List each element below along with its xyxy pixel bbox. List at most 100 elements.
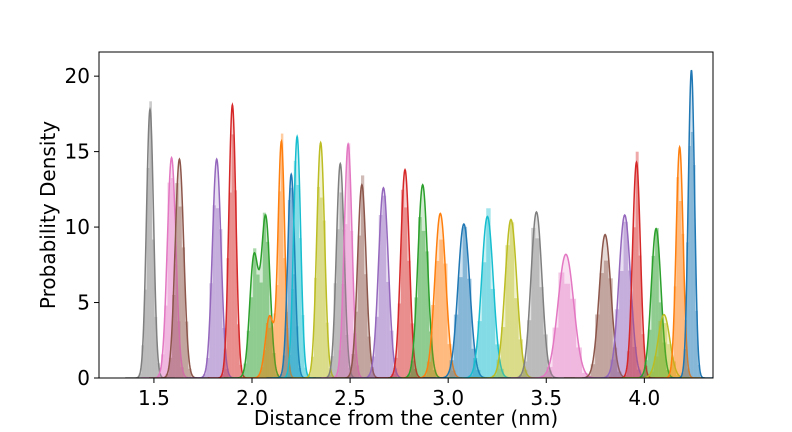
- histogram-bar: [629, 299, 633, 378]
- histogram-bar: [258, 373, 261, 378]
- kde-fill: [510, 254, 621, 378]
- histogram-bar: [308, 373, 312, 378]
- histogram-bar: [202, 374, 207, 378]
- histogram-bar: [695, 310, 698, 378]
- histogram-bar: [313, 277, 317, 378]
- histogram-bar: [439, 239, 444, 378]
- histogram-bar: [543, 334, 548, 378]
- x-tick-label: 3.0: [432, 386, 464, 410]
- histogram-bar: [617, 371, 622, 378]
- x-tick-label: 2.0: [236, 386, 268, 410]
- kde-fill: [293, 142, 349, 378]
- histogram-bar: [299, 238, 302, 378]
- x-tick-label: 2.5: [334, 386, 366, 410]
- histogram-bar: [500, 327, 506, 378]
- histogram-bar: [333, 283, 337, 378]
- kde-curve: [469, 218, 553, 378]
- kde-fill: [422, 224, 506, 378]
- kde-fill: [320, 144, 376, 378]
- histogram-bar: [492, 375, 497, 378]
- y-tick-label: 0: [77, 366, 90, 390]
- histogram-bar: [570, 298, 577, 378]
- histogram-bar: [272, 353, 276, 378]
- histogram-bar: [518, 374, 523, 378]
- kde-curve: [401, 212, 479, 378]
- histogram-bar: [236, 324, 240, 378]
- histogram-bar: [260, 367, 264, 378]
- histogram-bar: [451, 370, 456, 378]
- histogram-bar: [406, 374, 411, 378]
- histogram-bar: [453, 314, 459, 378]
- histogram-bar: [458, 277, 463, 378]
- histogram-bar: [164, 305, 168, 378]
- histogram-bar: [477, 321, 482, 378]
- y-tick-label: 5: [77, 291, 90, 315]
- histogram-bar: [697, 364, 701, 378]
- histogram-bar: [345, 334, 349, 378]
- histogram-bar: [231, 134, 235, 378]
- histogram-bar: [421, 230, 426, 378]
- histogram-bar: [221, 373, 224, 378]
- histogram-bar: [266, 241, 270, 378]
- histogram-bar: [389, 330, 394, 378]
- histogram-bar: [595, 314, 600, 378]
- histogram-bar: [426, 361, 431, 378]
- histogram-bar: [619, 270, 624, 378]
- histogram-bar: [681, 233, 685, 378]
- histogram-bar: [347, 143, 351, 378]
- histogram-bar: [188, 368, 192, 378]
- histogram-bar: [285, 328, 289, 378]
- histogram-bar: [350, 230, 354, 378]
- histogram-bar: [505, 245, 510, 378]
- x-tick-label: 1.5: [138, 386, 170, 410]
- histogram-bar: [253, 248, 257, 378]
- histogram-bar: [287, 199, 291, 378]
- histogram-bar: [370, 367, 374, 378]
- kde-curve: [446, 215, 529, 378]
- histogram-bar: [688, 146, 691, 378]
- histogram-bar: [316, 186, 320, 378]
- histogram-bar: [686, 368, 690, 378]
- histogram-bar: [475, 369, 481, 378]
- kde-fill: [125, 109, 175, 378]
- histogram-bar: [535, 238, 540, 378]
- histogram-bar: [348, 374, 352, 378]
- kde-fill: [563, 234, 647, 378]
- histogram-bar: [467, 278, 472, 378]
- histogram-bar: [397, 303, 401, 378]
- kde-fill: [622, 314, 706, 378]
- histogram-series: [681, 131, 701, 378]
- histogram-series: [449, 226, 481, 378]
- kde-fill: [498, 211, 575, 378]
- kde-fill: [349, 187, 418, 378]
- histogram-bar: [319, 197, 323, 378]
- plot-area: [125, 69, 713, 378]
- histogram-bar: [462, 226, 468, 378]
- histogram-bar: [311, 356, 314, 378]
- histogram-bar: [614, 309, 620, 378]
- histogram-bar: [185, 321, 189, 378]
- kde-fill: [141, 157, 202, 378]
- histogram-bar: [495, 344, 500, 378]
- histogram-bar: [178, 206, 182, 378]
- histogram-bar: [658, 320, 663, 378]
- kde-curve: [349, 186, 418, 378]
- histogram-bar: [367, 336, 371, 378]
- histogram-bar: [547, 370, 552, 378]
- histogram-bar: [581, 372, 588, 378]
- histogram-series: [221, 134, 243, 378]
- histogram-bar: [285, 311, 288, 378]
- histogram-bar: [256, 274, 260, 378]
- histogram-bar: [181, 247, 186, 378]
- histogram-bar: [282, 355, 286, 378]
- histogram-bar: [325, 322, 329, 378]
- histogram-bar: [296, 184, 300, 378]
- histogram-bar: [273, 313, 276, 378]
- histogram-bar: [157, 363, 160, 378]
- histogram-bar: [225, 368, 229, 378]
- histogram-bar: [356, 365, 360, 378]
- kde-fill: [186, 159, 247, 378]
- kde-fill: [331, 184, 393, 378]
- histogram-bar: [146, 167, 150, 378]
